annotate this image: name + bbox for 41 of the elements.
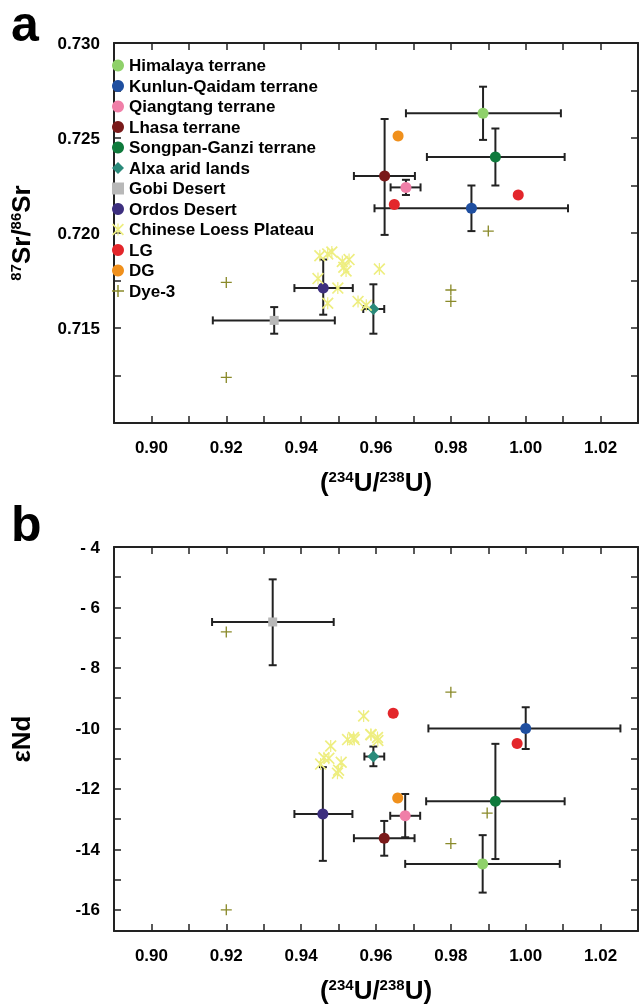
x-tick-label: 0.94 [284,438,319,457]
x-tick-label: 1.00 [509,438,543,457]
x-tick-label: 1.00 [509,946,543,965]
y-tick-label: 0.725 [57,128,100,148]
x-tick-label: 0.96 [359,438,393,457]
y-tick-label: - 6 [80,597,100,617]
legend-label: LG [129,240,153,260]
x-tick-label: 0.90 [134,946,168,965]
y-tick-label: 0.715 [57,318,100,338]
x-tick-label: 0.90 [134,438,168,457]
x-tick-label: 0.92 [209,946,243,965]
y-axis-title: 87Sr/86Sr [6,185,36,281]
x-tick-label: 0.98 [434,946,468,965]
legend-label: Dye-3 [129,281,176,301]
x-tick-label: 1.02 [584,438,618,457]
legend-label: Ordos Desert [129,199,238,219]
legend-label: DG [129,261,155,280]
y-tick-label: - 4 [80,537,101,557]
legend-label: Himalaya terrane [129,56,267,75]
legend-label: Lhasa terrane [129,117,241,137]
chart-title: b [11,496,42,552]
y-tick-label: 0.730 [57,33,100,53]
y-tick-label: -16 [75,900,100,920]
y-tick-label: 0.720 [57,223,100,243]
x-tick-label: 1.02 [584,946,618,965]
y-tick-label: -12 [75,779,100,799]
legend-label: Qiangtang terrane [129,97,276,116]
y-axis-title: εNd [6,715,36,763]
legend-label: Songpan-Ganzi terrane [129,138,317,157]
legend-label: Gobi Desert [129,179,226,198]
x-tick-label: 0.92 [209,438,243,457]
legend-label: Alxa arid lands [129,158,250,178]
legend-label: Kunlun-Qaidam terrane [129,76,318,96]
legend-label: Chinese Loess Plateau [129,220,315,239]
chart-title: a [11,0,40,52]
x-tick-label: 0.96 [359,946,393,965]
x-tick-label: 0.98 [434,438,468,457]
x-tick-label: 0.94 [284,946,319,965]
y-tick-label: - 8 [80,658,100,678]
y-tick-label: -14 [75,839,101,859]
y-tick-label: -10 [75,718,100,738]
